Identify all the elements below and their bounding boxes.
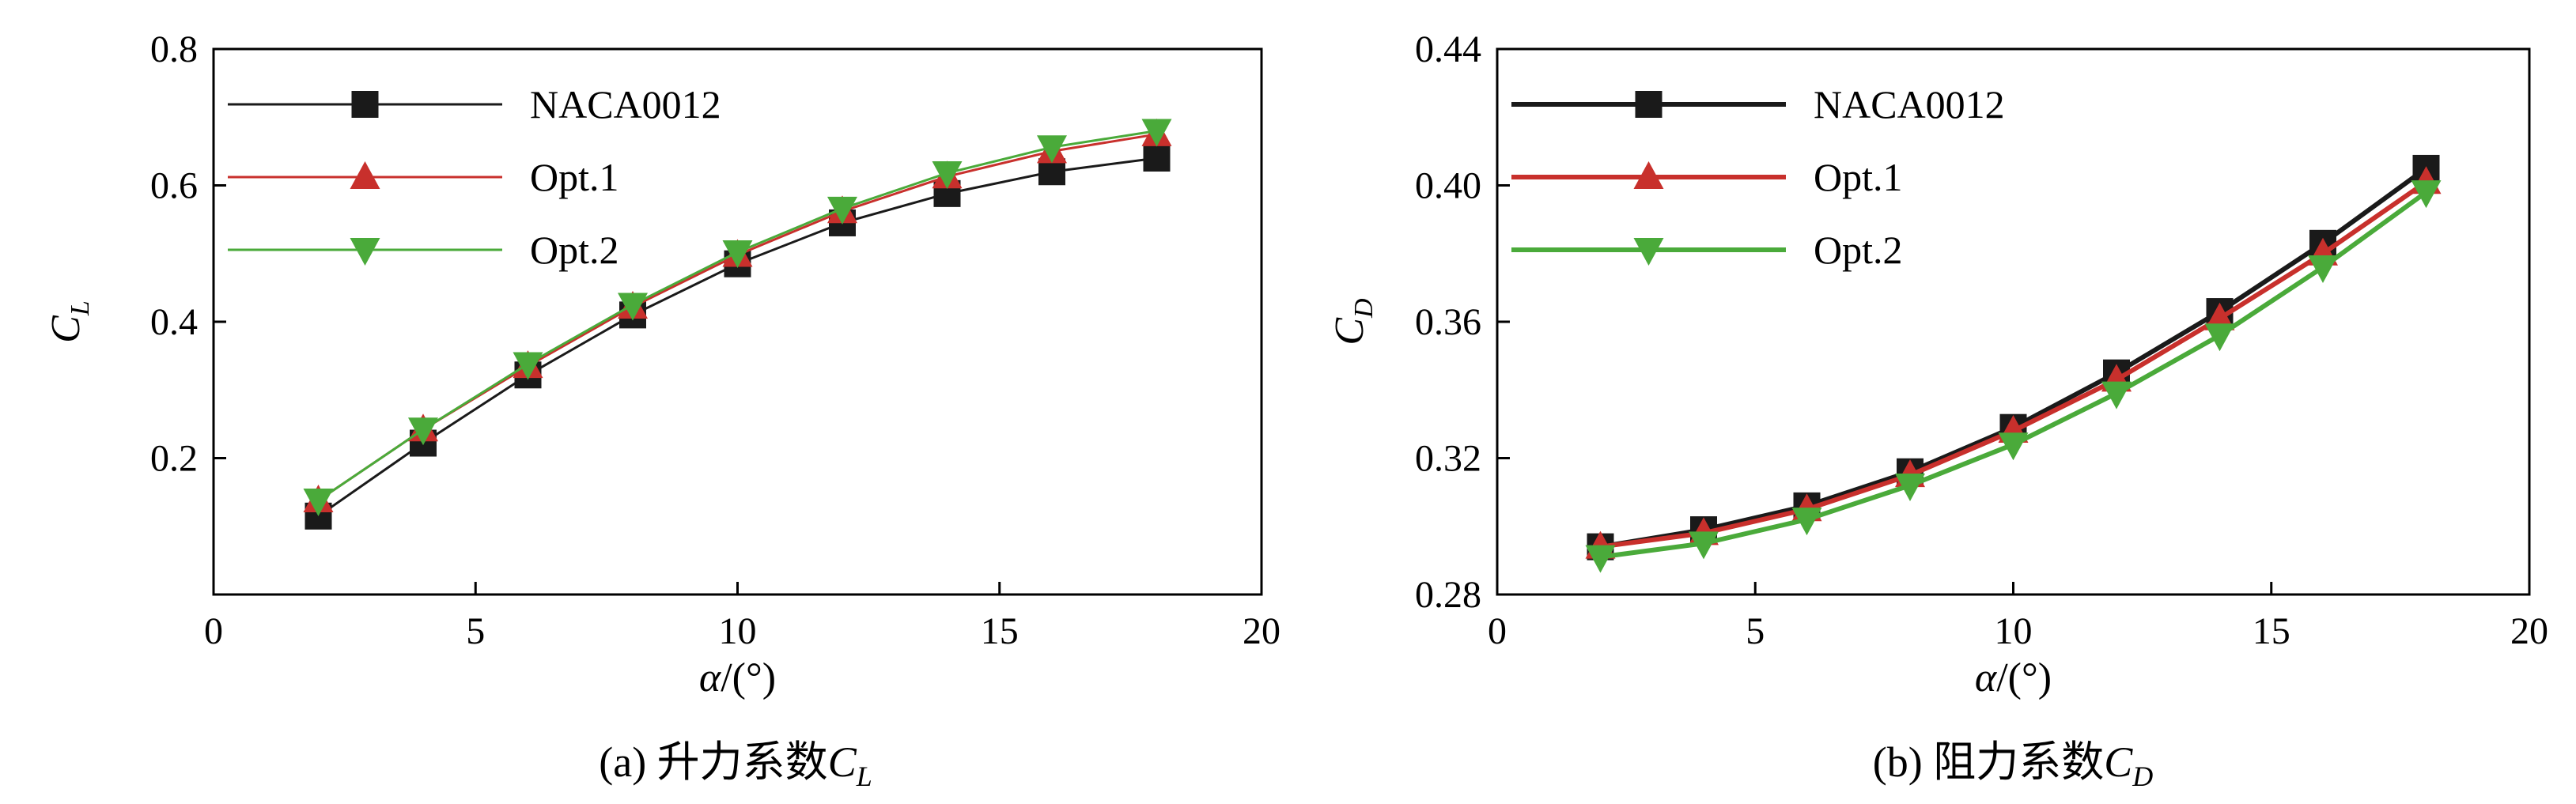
x-tick-label: 0 [204, 610, 223, 652]
data-point [1998, 432, 2029, 461]
data-point [1037, 135, 1067, 164]
y-tick-label: 0.6 [150, 165, 198, 207]
data-point [2411, 180, 2442, 209]
y-tick-label: 0.44 [1415, 28, 1481, 70]
legend-marker [350, 161, 380, 189]
data-point [2101, 381, 2132, 410]
x-tick-label: 20 [1243, 610, 1280, 652]
data-point [1143, 145, 1171, 172]
data-point [722, 240, 753, 269]
x-tick-label: 10 [719, 610, 757, 652]
data-point [1791, 508, 1822, 536]
series-line [317, 133, 1157, 502]
y-axis-label: CL [44, 300, 95, 343]
data-point [618, 293, 648, 321]
plot-frame [212, 47, 1263, 596]
panel-drag-coefficient: 0 5 10 15 20 0.28 0.32 0.36 0.40 0.44 α/(°) CD (b) 阻… [1327, 28, 2548, 792]
panel-caption: (b) 阻力系数CD [1873, 738, 2154, 792]
y-tick-label: 0.40 [1415, 165, 1481, 207]
legend-marker [1633, 238, 1664, 266]
data-point [513, 352, 543, 380]
series-naca0012 [1587, 154, 2440, 561]
x-axis-label: α/(°) [1975, 655, 2052, 700]
y-axis-label: CD [1327, 298, 1379, 345]
series-line [1600, 166, 2428, 549]
x-tick-label: 5 [1746, 610, 1765, 652]
legend: NACA0012 Opt.1 Opt.2 [1511, 82, 2005, 272]
plot-frame [1496, 47, 2531, 596]
series-line [317, 157, 1157, 518]
x-tick-label: 0 [1488, 610, 1507, 652]
legend-label: NACA0012 [530, 82, 721, 126]
series-opt-1 [1585, 166, 2442, 559]
y-tick-label: 0.36 [1415, 301, 1481, 343]
legend-label: Opt.2 [530, 228, 619, 272]
y-tick-label: 0.2 [150, 438, 198, 480]
data-point [1585, 545, 1616, 573]
panel-caption: (a) 升力系数CL [599, 738, 872, 792]
legend-marker [350, 238, 380, 266]
data-point [2308, 255, 2338, 283]
data-point [2204, 323, 2235, 352]
y-tick-label: 0.28 [1415, 574, 1481, 616]
series-opt-2 [1585, 180, 2442, 573]
series-line [317, 130, 1157, 502]
data-point [303, 488, 334, 516]
legend-marker [1635, 91, 1662, 118]
x-tick-label: 15 [2253, 610, 2290, 652]
series-line [1600, 190, 2428, 560]
legend-marker [351, 91, 379, 118]
x-axis-label: α/(°) [699, 655, 776, 700]
legend-label: Opt.1 [530, 155, 619, 199]
legend-label: NACA0012 [1814, 82, 2005, 126]
y-tick-label: 0.32 [1415, 438, 1481, 480]
data-point [1895, 474, 1925, 501]
y-tick-label: 0.8 [150, 28, 198, 70]
data-point [1689, 531, 1719, 560]
x-tick-label: 15 [981, 610, 1019, 652]
x-tick-label: 20 [2510, 610, 2548, 652]
panel-lift-coefficient: 0 5 10 15 20 0.2 0.4 0.6 0.8 α/(°) CL (a) 升力系数CL NAC… [44, 28, 1280, 792]
series-naca0012 [305, 145, 1171, 530]
data-point [827, 196, 857, 225]
data-point [408, 417, 438, 446]
series-line [1600, 179, 2428, 549]
x-tick-label: 10 [1995, 610, 2033, 652]
legend-label: Opt.2 [1814, 228, 1903, 272]
data-point [1141, 119, 1172, 147]
legend: NACA0012 Opt.1 Opt.2 [228, 82, 721, 272]
data-point [2204, 302, 2235, 330]
y-tick-label: 0.4 [150, 301, 198, 343]
series-opt-2 [303, 119, 1172, 516]
x-tick-label: 5 [466, 610, 485, 652]
data-point [932, 160, 963, 189]
legend-label: Opt.1 [1814, 155, 1903, 199]
legend-marker [1633, 161, 1664, 189]
